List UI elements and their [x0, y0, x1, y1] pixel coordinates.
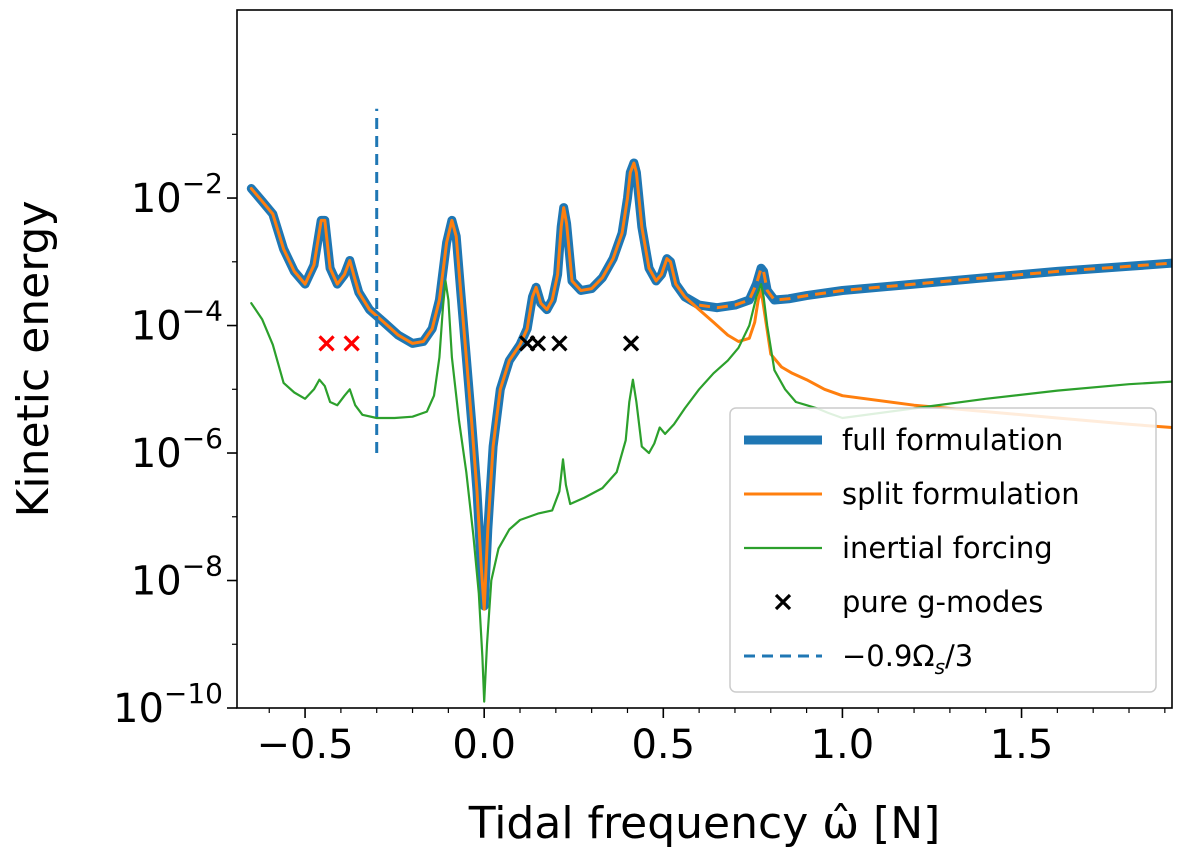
legend-label-inertial: inertial forcing: [842, 531, 1053, 565]
x-tick-label: 0.0: [452, 722, 516, 768]
legend-label-split: split formulation: [842, 477, 1080, 511]
axis-ticks: −0.5 0.0 0.5 1.0 1.510−210−410−610−810−10: [113, 133, 1166, 768]
legend-label-suffix: /3: [945, 639, 973, 673]
g-mode-marker-layer: [318, 335, 640, 352]
x-tick-label: 1.0: [811, 722, 875, 768]
legend-label-main: full formulation: [842, 423, 1063, 457]
y-tick-label: 10−4: [131, 295, 223, 350]
y-tick-base: 10: [113, 686, 164, 732]
legend-label-main: pure g-modes: [842, 585, 1043, 619]
y-tick-label: 10−6: [131, 422, 223, 477]
g-mode-marker-cross: [622, 335, 640, 352]
y-tick-exponent: −8: [182, 550, 223, 583]
g-mode-marker-cross: [318, 335, 335, 352]
g-mode-marker: [343, 335, 360, 352]
legend-box: [729, 407, 1157, 693]
legend-label-main: split formulation: [842, 477, 1080, 511]
y-tick-exponent: −6: [182, 422, 223, 455]
g-mode-marker-cross: [529, 335, 547, 352]
legend-label-gmodes: pure g-modes: [842, 585, 1043, 619]
y-tick-base: 10: [131, 304, 182, 350]
axis-labels: Tidal frequency ω̂ [N] Kinetic energy: [8, 200, 940, 849]
y-axis-label: Kinetic energy: [8, 200, 59, 517]
y-tick-base: 10: [131, 559, 182, 605]
g-mode-marker-cross: [551, 335, 568, 352]
legend-label-subscript: s: [935, 655, 945, 679]
g-mode-marker: [551, 335, 568, 352]
x-axis-label: Tidal frequency ω̂ [N]: [468, 798, 941, 849]
legend-label-main: inertial forcing: [842, 531, 1053, 565]
y-tick-label: 10−2: [131, 167, 223, 222]
y-tick-exponent: −2: [182, 167, 223, 200]
g-mode-marker: [318, 335, 335, 352]
legend-label-vline: −0.9Ωs/3: [842, 639, 973, 679]
series-line-split: [249, 161, 1172, 611]
y-tick-base: 10: [131, 431, 182, 477]
g-mode-marker-cross: [343, 335, 360, 352]
x-tick-label: 0.5: [631, 722, 695, 768]
legend: full formulation split formulation inertia…: [729, 407, 1157, 693]
y-tick-exponent: −4: [182, 295, 223, 328]
series-layer: [246, 108, 1172, 703]
y-tick-label: 10−8: [131, 550, 223, 605]
y-tick-base: 10: [131, 176, 182, 222]
series-line-split-overlay: [698, 261, 1172, 310]
g-mode-marker: [622, 335, 640, 352]
series-line-inertial: [250, 279, 1172, 703]
x-tick-label: −0.5: [256, 722, 353, 768]
plot-frame: [236, 9, 1173, 709]
legend-label-main: −0.9Ω: [842, 639, 935, 673]
y-tick-label: 10−10: [113, 677, 223, 732]
x-tick-label: 1.5: [990, 722, 1054, 768]
y-tick-exponent: −10: [164, 677, 223, 710]
legend-handle-gmodes: [774, 593, 792, 611]
legend-label-full: full formulation: [842, 423, 1063, 457]
g-mode-marker: [529, 335, 547, 352]
